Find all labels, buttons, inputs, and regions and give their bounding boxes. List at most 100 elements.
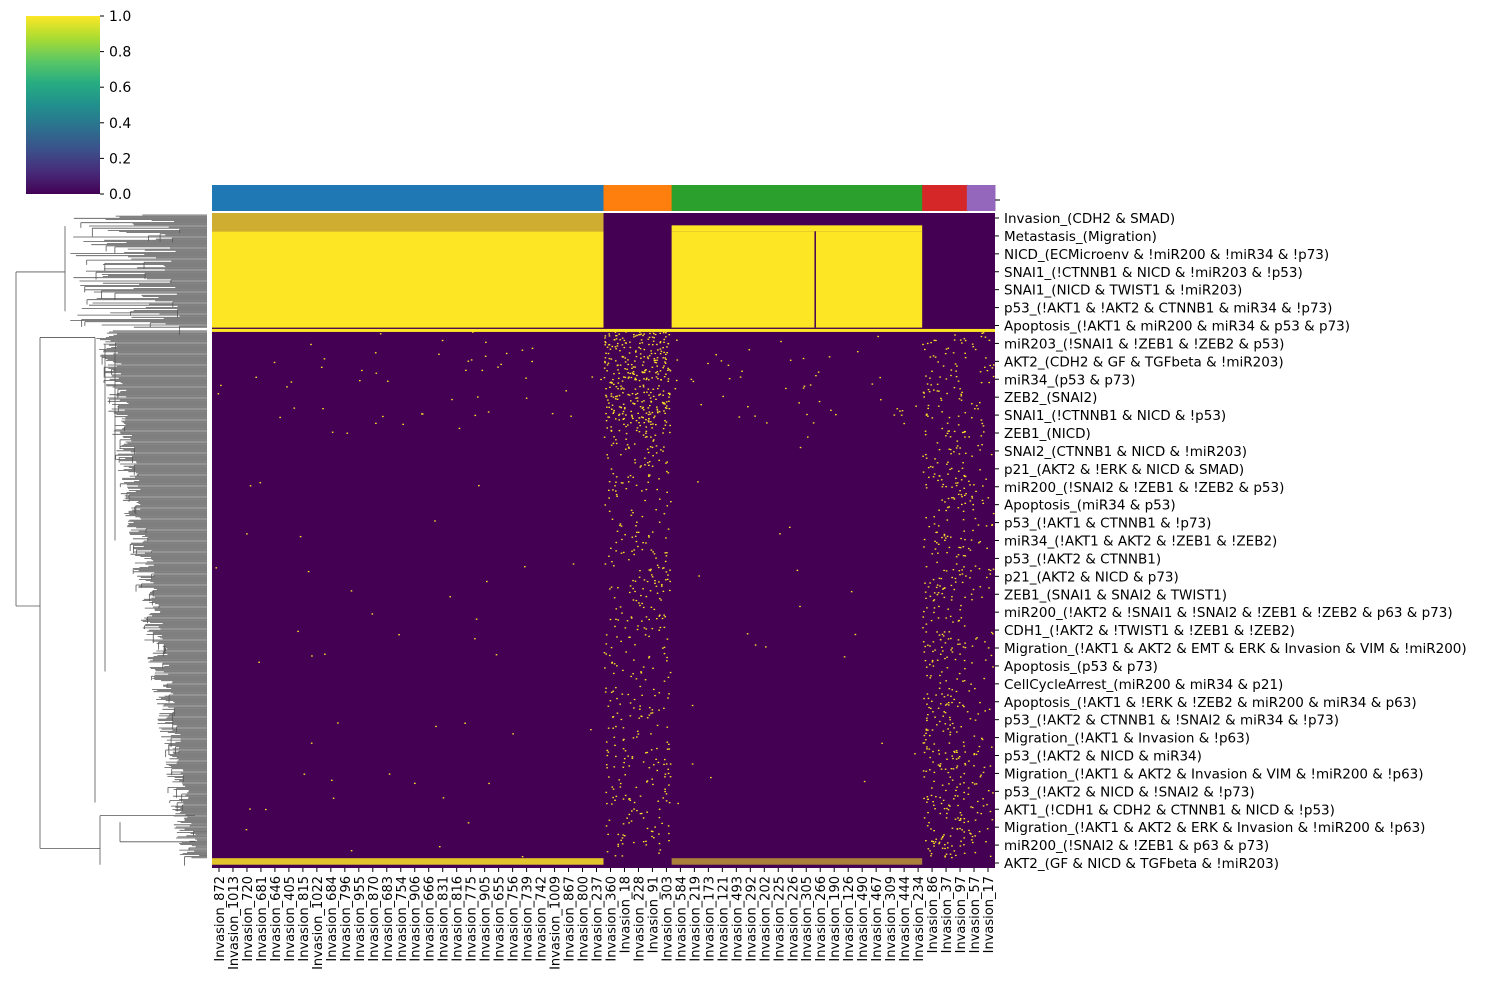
heatmap-cell — [617, 845, 620, 847]
heatmap-cell — [748, 349, 751, 351]
heatmap-cell — [632, 587, 634, 590]
heatmap-cell — [662, 567, 665, 569]
heatmap-cell — [603, 652, 606, 654]
heatmap-cell — [606, 370, 608, 372]
heatmap-cell — [935, 339, 937, 342]
heatmap-cell — [962, 680, 964, 682]
heatmap-cell — [635, 393, 637, 396]
heatmap-cell — [931, 661, 934, 663]
heatmap-cell — [691, 704, 694, 707]
heatmap-cell — [922, 391, 925, 393]
heatmap-cell — [633, 698, 636, 701]
column-label: Invasion_292 — [744, 876, 759, 962]
heatmap-cell — [607, 833, 609, 836]
heatmap-cell — [668, 396, 670, 398]
heatmap-cell — [669, 589, 671, 592]
heatmap-cell — [657, 387, 659, 390]
heatmap-cell — [666, 505, 669, 507]
heatmap-cell — [956, 731, 958, 733]
heatmap-cell — [627, 693, 630, 696]
heatmap-cell — [987, 497, 990, 499]
heatmap-cell — [669, 763, 672, 765]
heatmap-cell — [613, 339, 616, 341]
heatmap-cell — [639, 685, 642, 688]
heatmap-cell — [963, 821, 966, 824]
heatmap-cell — [665, 579, 667, 581]
heatmap-cell — [964, 668, 966, 670]
heatmap-cell — [618, 414, 620, 416]
heatmap-cell — [944, 844, 946, 846]
heatmap-cell — [642, 606, 645, 609]
heatmap-cell — [632, 512, 634, 514]
heatmap-cell — [642, 817, 645, 819]
column-cluster-color-bar — [212, 185, 1000, 211]
heatmap-cell — [972, 588, 975, 591]
heatmap-cell — [651, 366, 654, 368]
heatmap-cell — [662, 432, 664, 434]
heatmap-cell — [925, 414, 928, 416]
heatmap-cell — [636, 392, 639, 395]
heatmap-cell — [982, 502, 985, 505]
heatmap-cell — [665, 555, 668, 557]
heatmap-cell — [640, 671, 642, 673]
heatmap-cell — [647, 388, 650, 390]
heatmap-cell — [657, 800, 660, 802]
heatmap-cell — [950, 374, 952, 377]
heatmap-line — [671, 858, 923, 865]
heatmap-cell — [955, 749, 958, 752]
heatmap-block — [212, 213, 604, 232]
heatmap-cell — [978, 745, 981, 748]
heatmap-cell — [650, 400, 652, 402]
heatmap-cell — [992, 792, 994, 794]
heatmap-cell — [657, 349, 659, 351]
heatmap-cell — [604, 667, 606, 669]
heatmap-cell — [931, 553, 934, 555]
heatmap-cell — [923, 610, 925, 613]
heatmap-cell — [710, 776, 712, 779]
heatmap-cell — [929, 734, 931, 737]
heatmap-cell — [642, 588, 644, 590]
heatmap-cell — [663, 626, 666, 629]
heatmap-cell — [929, 465, 932, 468]
heatmap-cell — [650, 549, 653, 551]
heatmap-cell — [971, 839, 973, 841]
heatmap-cell — [943, 569, 945, 572]
heatmap-cell — [968, 760, 970, 762]
heatmap-cell — [933, 842, 935, 845]
heatmap-cell — [939, 763, 942, 765]
heatmap-cell — [609, 618, 612, 621]
heatmap-cell — [949, 468, 951, 471]
heatmap-cell — [615, 618, 617, 620]
heatmap-cell — [990, 746, 993, 748]
heatmap-cell — [963, 837, 966, 839]
heatmap-cell — [948, 783, 950, 785]
heatmap-cell — [971, 417, 973, 419]
heatmap-cell — [619, 339, 622, 341]
heatmap-cell — [651, 830, 654, 833]
heatmap-cell — [964, 596, 966, 599]
heatmap-cell — [959, 339, 962, 341]
heatmap-cell — [989, 765, 992, 767]
heatmap-cell — [648, 536, 650, 538]
heatmap-cell — [449, 596, 452, 598]
heatmap-cell — [815, 375, 817, 377]
heatmap-cell — [621, 855, 624, 857]
heatmap-cell — [938, 634, 941, 636]
heatmap-cell — [937, 552, 939, 554]
heatmap-cell — [612, 412, 615, 415]
heatmap-cell — [648, 635, 650, 638]
heatmap-cell — [311, 655, 313, 657]
heatmap-cell — [951, 755, 954, 757]
heatmap-cell — [949, 536, 952, 538]
heatmap-cell — [636, 427, 639, 429]
heatmap-cell — [937, 707, 940, 709]
heatmap-cell — [990, 631, 993, 634]
heatmap-cell — [646, 448, 649, 450]
heatmap-cell — [634, 459, 636, 461]
column-label: Invasion_121 — [716, 876, 731, 962]
heatmap-cell — [956, 751, 958, 753]
heatmap-cell — [647, 379, 650, 381]
heatmap-cell — [604, 362, 606, 364]
heatmap-cell — [949, 853, 952, 855]
heatmap-cell — [950, 637, 952, 640]
